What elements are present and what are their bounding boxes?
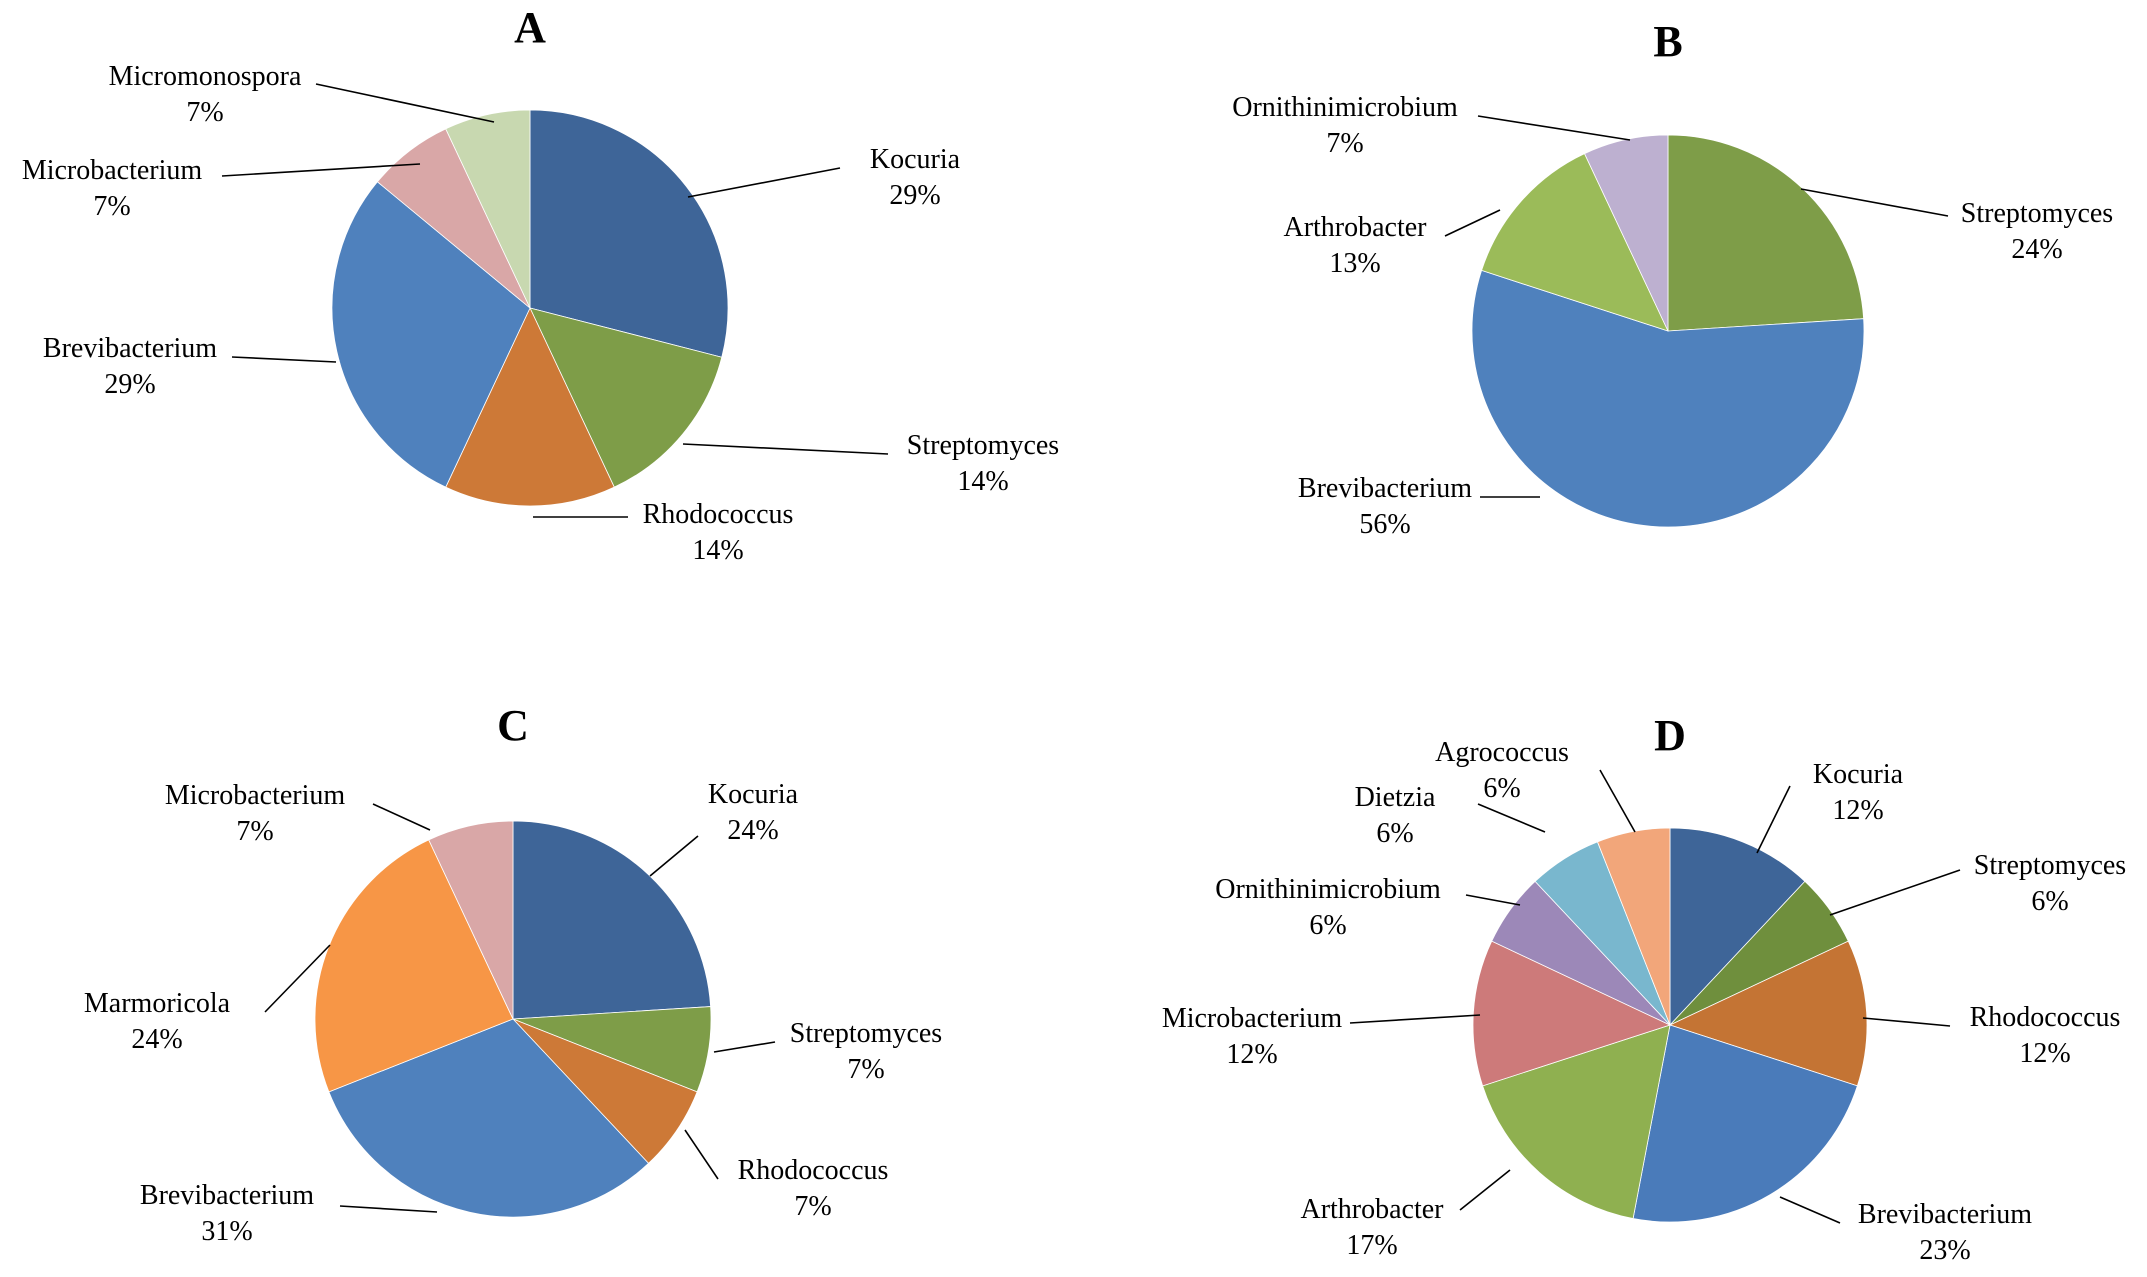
slice-percent-a-streptomyces: 14% xyxy=(957,466,1008,497)
leader-line-d-arthrobacter xyxy=(1459,1169,1511,1211)
slice-label-a-rhodococcus: Rhodococcus xyxy=(643,499,794,530)
leader-line-c-marmoricola xyxy=(264,944,331,1013)
slice-percent-d-rhodococcus: 12% xyxy=(2019,1038,2070,1069)
slice-label-d-agrococcus: Agrococcus xyxy=(1435,737,1569,768)
pie-slice-b-streptomyces xyxy=(1667,134,1865,332)
pie-slice-b-brevibacterium xyxy=(1471,269,1865,528)
slice-percent-c-kocuria: 24% xyxy=(727,815,778,846)
leader-line-d-dietzia xyxy=(1477,803,1546,833)
slice-percent-b-ornithinimicrobium: 7% xyxy=(1326,128,1363,159)
leader-line-d-microbacterium xyxy=(1349,1014,1481,1024)
leader-line-a-kocuria xyxy=(687,167,841,198)
leader-line-d-rhodococcus xyxy=(1862,1017,1951,1027)
slice-percent-a-rhodococcus: 14% xyxy=(692,535,743,566)
slice-percent-c-rhodococcus: 7% xyxy=(794,1191,831,1222)
pie-slice-d-kocuria xyxy=(1669,827,1806,1027)
slice-label-b-brevibacterium: Brevibacterium xyxy=(1298,473,1472,504)
leader-line-a-microbacterium xyxy=(221,163,421,177)
pie-slice-c-microbacterium xyxy=(428,820,514,1020)
pie-slice-a-micromonospora xyxy=(445,109,531,309)
slice-percent-a-microbacterium: 7% xyxy=(93,191,130,222)
slice-percent-c-marmoricola: 24% xyxy=(131,1024,182,1055)
slice-percent-d-arthrobacter: 17% xyxy=(1346,1230,1397,1261)
leader-line-d-agrococcus xyxy=(1599,769,1636,833)
slice-label-c-kocuria: Kocuria xyxy=(708,779,799,810)
panel-title-d: D xyxy=(1654,711,1686,760)
slice-label-d-rhodococcus: Rhodococcus xyxy=(1970,1002,2121,1033)
slice-percent-d-microbacterium: 12% xyxy=(1226,1039,1277,1070)
pie-slice-a-brevibacterium xyxy=(331,181,531,488)
slice-label-d-ornithinimicrobium: Ornithinimicrobium xyxy=(1215,874,1441,905)
leader-line-c-rhodococcus xyxy=(684,1129,719,1180)
slice-percent-b-arthrobacter: 13% xyxy=(1329,248,1380,279)
slice-label-b-arthrobacter: Arthrobacter xyxy=(1283,212,1427,243)
leader-line-c-brevibacterium xyxy=(339,1205,438,1213)
leader-line-c-kocuria xyxy=(649,835,699,877)
slice-label-c-streptomyces: Streptomyces xyxy=(790,1018,942,1049)
slice-percent-d-streptomyces: 6% xyxy=(2031,886,2068,917)
slice-percent-a-micromonospora: 7% xyxy=(186,97,223,128)
slice-percent-d-dietzia: 6% xyxy=(1376,818,1413,849)
leader-line-d-kocuria xyxy=(1756,785,1791,854)
pie-panel-b: B Streptomyces 24% Brevibacterium 56% Arthrob… xyxy=(1232,17,2113,540)
slice-label-a-microbacterium: Microbacterium xyxy=(22,155,203,186)
slice-percent-c-microbacterium: 7% xyxy=(236,816,273,847)
slice-label-d-dietzia: Dietzia xyxy=(1355,782,1436,813)
leader-line-a-streptomyces xyxy=(682,443,889,455)
slice-percent-b-brevibacterium: 56% xyxy=(1359,509,1410,540)
pie-slice-d-rhodococcus xyxy=(1668,940,1868,1087)
panel-title-a: A xyxy=(514,3,546,52)
pie-panel-c: C Kocuria 24% Streptomyces 7% Rhodococcus 7% Br… xyxy=(84,701,942,1247)
slice-label-a-streptomyces: Streptomyces xyxy=(907,430,1059,461)
pie-slice-d-arthrobacter xyxy=(1482,1024,1671,1219)
leader-line-b-ornithinimicrobium xyxy=(1477,115,1631,141)
slice-percent-d-agrococcus: 6% xyxy=(1483,773,1520,804)
slice-label-d-streptomyces: Streptomyces xyxy=(1974,850,2126,881)
slice-label-a-brevibacterium: Brevibacterium xyxy=(43,333,217,364)
pie-slice-a-streptomyces xyxy=(529,307,723,488)
slice-percent-c-streptomyces: 7% xyxy=(847,1054,884,1085)
slice-label-d-microbacterium: Microbacterium xyxy=(1162,1003,1343,1034)
pie-slice-c-kocuria xyxy=(512,820,712,1020)
leader-line-d-streptomyces xyxy=(1829,869,1961,916)
slice-label-c-marmoricola: Marmoricola xyxy=(84,988,231,1019)
leader-line-a-micromonospora xyxy=(315,83,495,123)
slice-percent-a-brevibacterium: 29% xyxy=(104,369,155,400)
pie-panel-d: D Kocuria 12% Streptomyces 6% Rhodococcus 12% B… xyxy=(1162,711,2126,1266)
panel-title-c: C xyxy=(497,701,529,750)
leader-line-c-streptomyces xyxy=(713,1041,776,1053)
pie-slice-a-kocuria xyxy=(529,109,729,358)
slice-percent-a-kocuria: 29% xyxy=(889,180,940,211)
slice-label-b-streptomyces: Streptomyces xyxy=(1961,198,2113,229)
slice-label-c-microbacterium: Microbacterium xyxy=(165,780,346,811)
slice-label-d-brevibacterium: Brevibacterium xyxy=(1858,1199,2032,1230)
slice-percent-c-brevibacterium: 31% xyxy=(201,1216,252,1247)
leader-line-d-ornithinimicrobium xyxy=(1465,894,1521,906)
slice-label-b-ornithinimicrobium: Ornithinimicrobium xyxy=(1232,92,1458,123)
slice-label-a-kocuria: Kocuria xyxy=(870,144,961,175)
slice-label-a-micromonospora: Micromonospora xyxy=(109,61,302,92)
slice-percent-d-brevibacterium: 23% xyxy=(1919,1235,1970,1266)
pie-slice-d-microbacterium xyxy=(1472,940,1672,1087)
leader-line-b-streptomyces xyxy=(1800,188,1949,217)
slice-percent-d-kocuria: 12% xyxy=(1832,795,1883,826)
pie-slice-c-brevibacterium xyxy=(328,1018,650,1218)
leader-line-a-brevibacterium xyxy=(231,356,337,363)
panel-title-b: B xyxy=(1653,17,1682,66)
pie-panel-a: A Kocuria 29% Streptomyces 14% Rhodococcus 14%… xyxy=(22,3,1059,566)
leader-line-c-microbacterium xyxy=(372,803,431,831)
slice-percent-d-ornithinimicrobium: 6% xyxy=(1309,910,1346,941)
slice-percent-b-streptomyces: 24% xyxy=(2011,234,2062,265)
pie-slice-d-brevibacterium xyxy=(1632,1024,1858,1223)
slice-label-d-arthrobacter: Arthrobacter xyxy=(1300,1194,1444,1225)
slice-label-d-kocuria: Kocuria xyxy=(1813,759,1904,790)
pie-slice-d-agrococcus xyxy=(1596,827,1671,1026)
pie-slice-b-arthrobacter xyxy=(1481,153,1669,332)
leader-line-d-brevibacterium xyxy=(1779,1196,1841,1224)
pie-slice-a-rhodococcus xyxy=(445,307,615,507)
slice-label-c-brevibacterium: Brevibacterium xyxy=(140,1180,314,1211)
leader-line-b-arthrobacter xyxy=(1444,209,1501,237)
slice-label-c-rhodococcus: Rhodococcus xyxy=(738,1155,889,1186)
